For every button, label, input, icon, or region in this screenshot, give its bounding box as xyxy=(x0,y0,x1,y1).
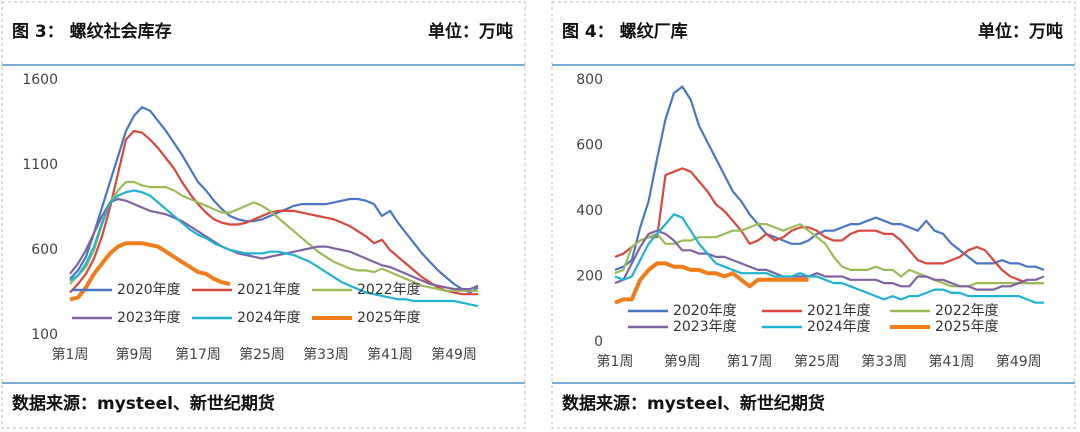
series-line xyxy=(614,229,1045,291)
series-line xyxy=(69,129,478,296)
series-line xyxy=(614,167,1044,285)
source-note: 数据来源：mysteel、新世纪期货 xyxy=(562,393,825,414)
legend-label: 2025年度 xyxy=(357,310,421,326)
y-tick-label: 600 xyxy=(576,138,603,154)
legend-label: 2021年度 xyxy=(807,303,871,319)
legend-label: 2020年度 xyxy=(117,282,181,298)
legend-label: 2023年度 xyxy=(117,310,181,326)
series-line xyxy=(614,261,809,305)
x-tick-label: 第1周 xyxy=(597,353,634,370)
y-tick-label: 1600 xyxy=(22,72,58,88)
y-tick-label: 1100 xyxy=(22,157,58,173)
x-tick-label: 第9周 xyxy=(664,353,701,370)
unit-label: 单位：万吨 xyxy=(978,21,1063,42)
x-tick-label: 第33周 xyxy=(861,353,907,370)
x-tick-label: 第17周 xyxy=(727,353,773,370)
series-line xyxy=(614,213,1044,304)
y-tick-label: 600 xyxy=(31,242,58,258)
x-tick-label: 第17周 xyxy=(175,346,221,363)
legend-label: 2024年度 xyxy=(807,319,871,335)
source-note: 数据来源：mysteel、新世纪期货 xyxy=(12,393,275,414)
x-tick-label: 第25周 xyxy=(794,353,840,370)
y-tick-label: 400 xyxy=(576,203,603,219)
chart-title: 图 3： 螺纹社会库存 xyxy=(12,21,172,42)
x-tick-label: 第1周 xyxy=(52,346,89,363)
series-line xyxy=(614,85,1045,271)
x-tick-label: 第41周 xyxy=(367,346,413,363)
series-line xyxy=(614,223,1044,288)
chart-title: 图 4： 螺纹厂库 xyxy=(562,21,688,42)
legend-label: 2022年度 xyxy=(357,282,421,298)
x-tick-label: 第25周 xyxy=(239,346,285,363)
series-line xyxy=(69,180,478,292)
y-tick-label: 100 xyxy=(31,327,58,343)
unit-label: 单位：万吨 xyxy=(428,21,513,42)
series-line xyxy=(69,197,479,291)
legend-label: 2021年度 xyxy=(237,282,301,298)
series-line xyxy=(69,241,231,302)
legend-label: 2023年度 xyxy=(673,319,737,335)
x-tick-label: 第9周 xyxy=(116,346,153,363)
legend-label: 2022年度 xyxy=(935,303,999,319)
x-tick-label: 第49周 xyxy=(996,353,1042,370)
x-tick-label: 第33周 xyxy=(303,346,349,363)
x-tick-label: 第49周 xyxy=(431,346,477,363)
y-tick-label: 200 xyxy=(576,269,603,285)
legend-label: 2020年度 xyxy=(673,303,737,319)
legend-label: 2024年度 xyxy=(237,310,301,326)
series-line xyxy=(69,189,479,308)
y-tick-label: 0 xyxy=(594,334,603,350)
legend-label: 2025年度 xyxy=(935,319,999,335)
y-tick-label: 800 xyxy=(576,72,603,88)
x-tick-label: 第41周 xyxy=(929,353,975,370)
